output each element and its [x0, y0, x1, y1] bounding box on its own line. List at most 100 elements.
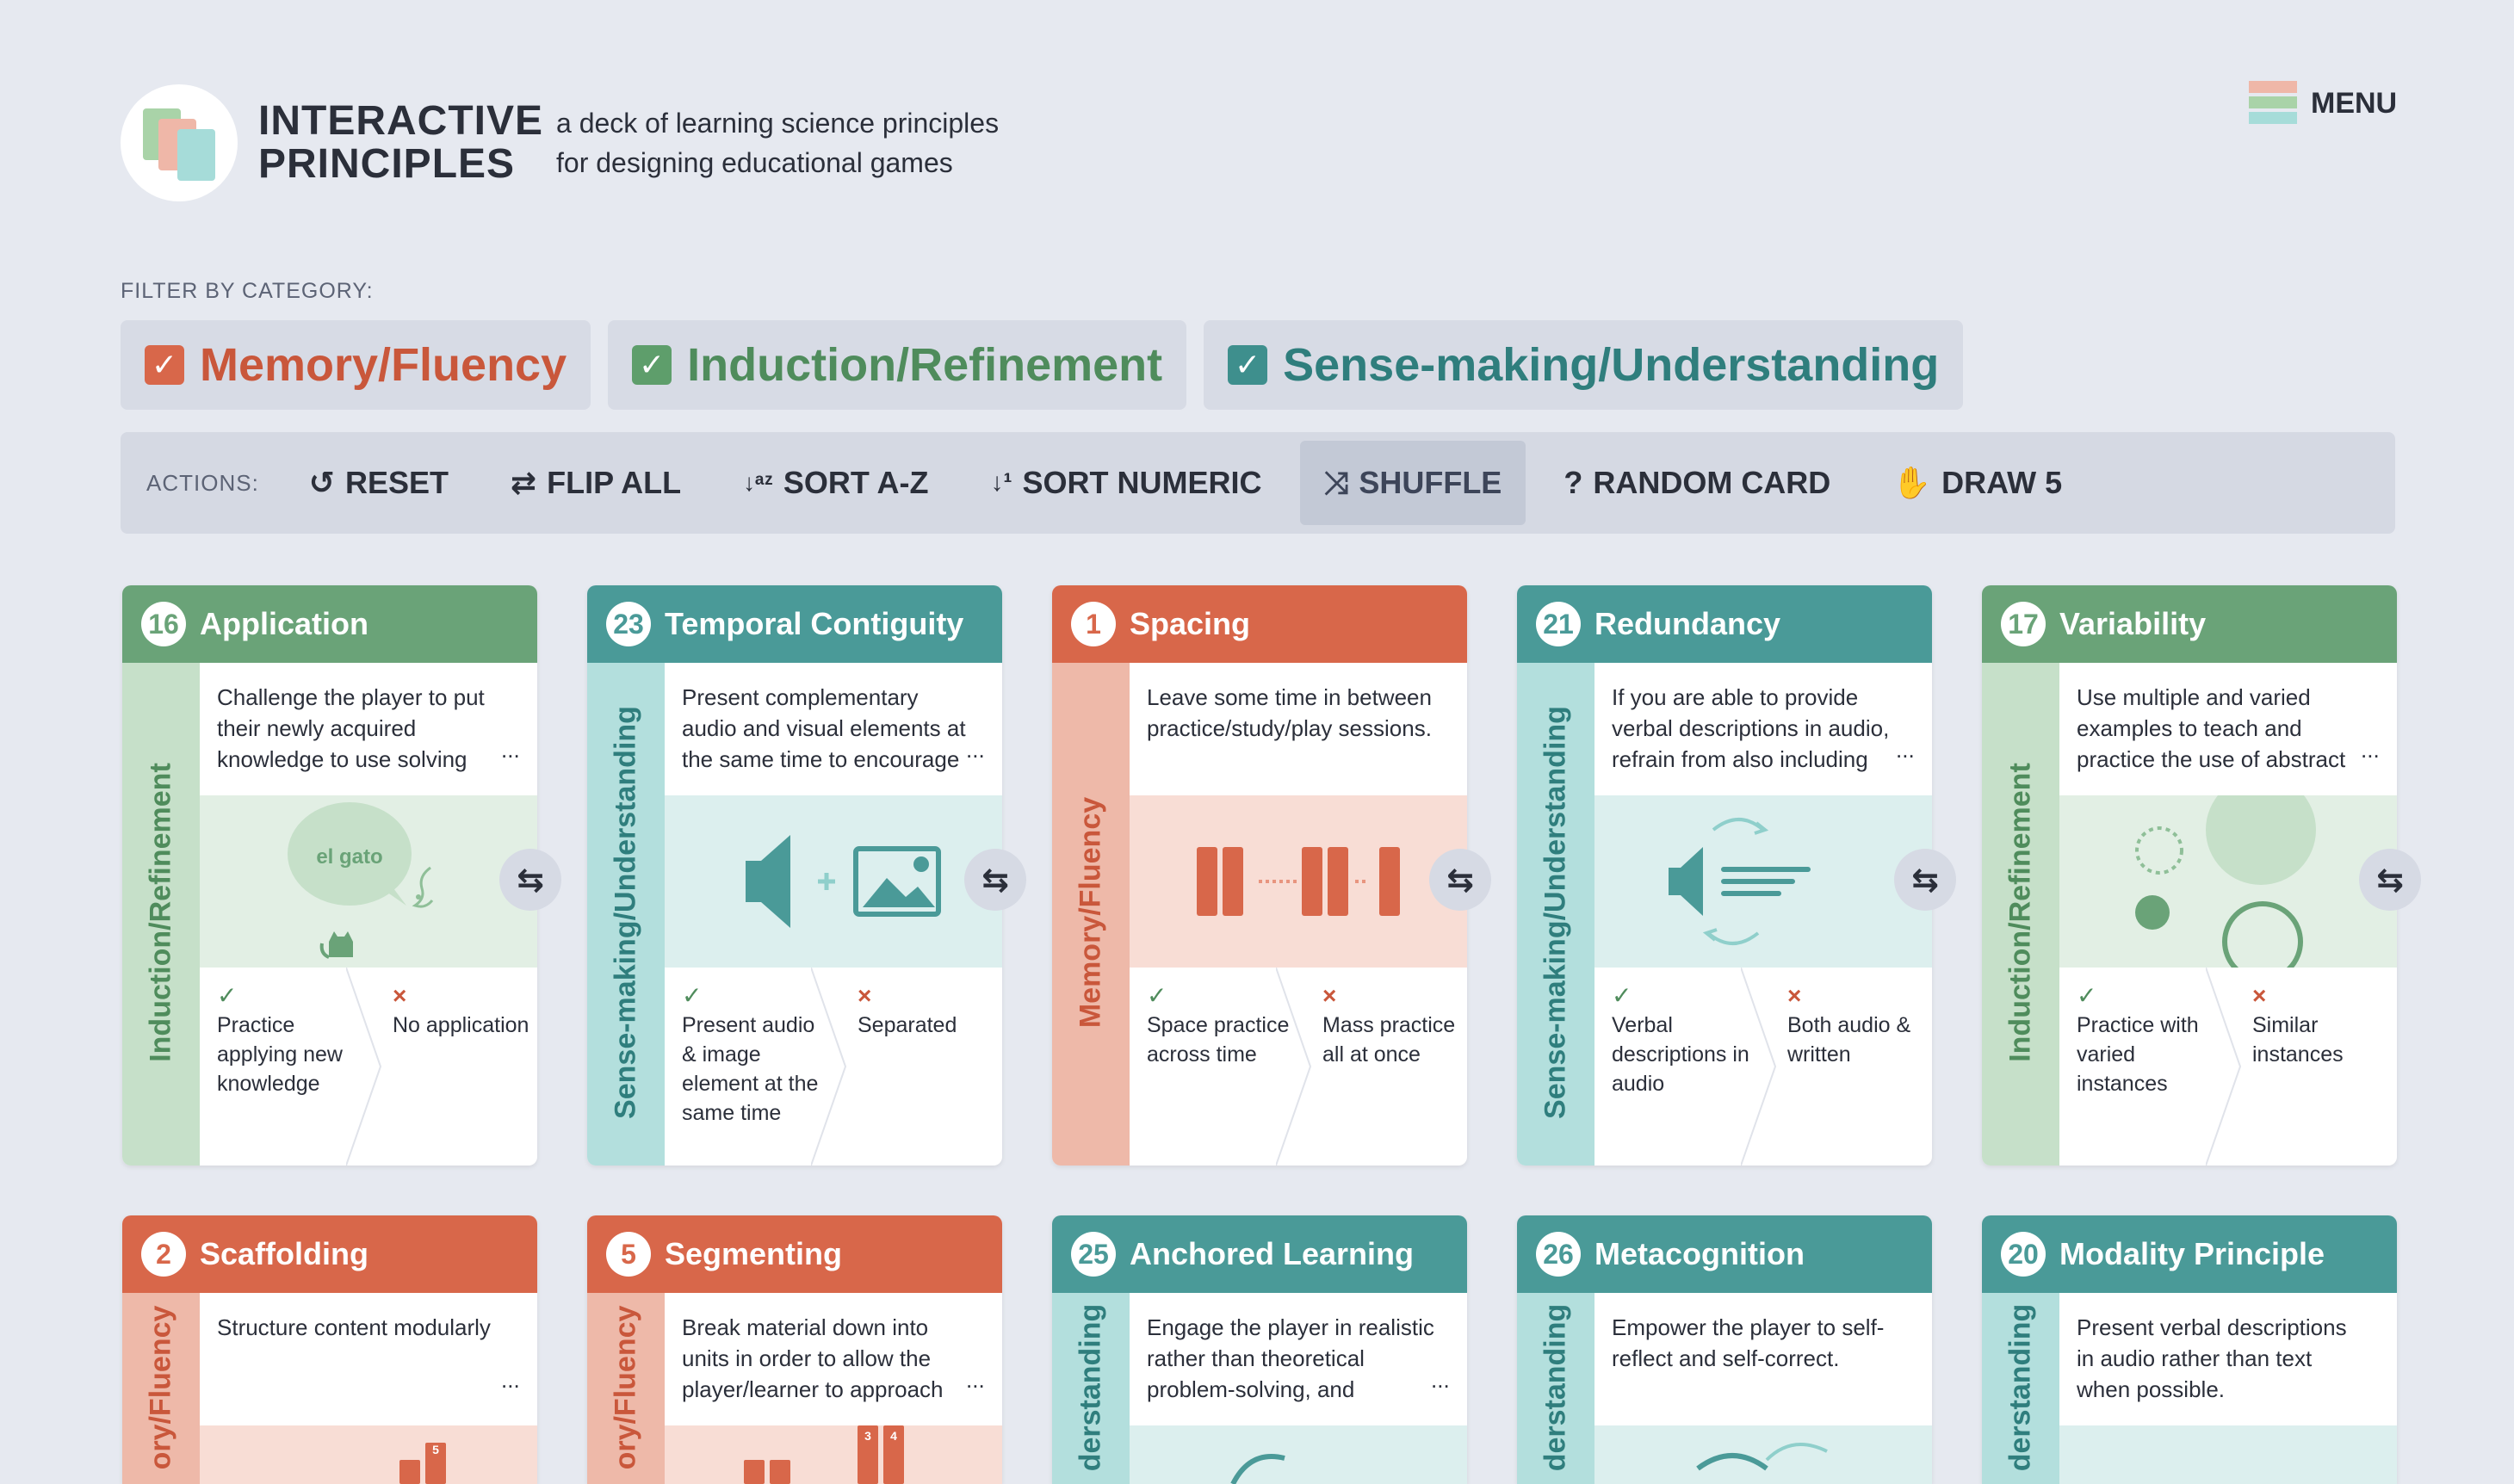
flip-card-icon[interactable]: ⇆ [1429, 849, 1491, 911]
filter-memory-fluency[interactable]: ✓ Memory/Fluency [121, 320, 591, 410]
card-category-strip: Induction/Refinement [1982, 663, 2059, 1166]
random-card-button[interactable]: ? RANDOM CARD [1539, 441, 1855, 525]
brand-title: INTERACTIVE PRINCIPLES [258, 100, 543, 186]
filter-label: Memory/Fluency [200, 339, 567, 391]
dont-column: × Mass practice all at once [1322, 983, 1460, 1069]
card-illustration [1130, 1425, 1467, 1484]
more-ellipsis[interactable]: ... [501, 737, 520, 763]
card-metacognition[interactable]: 26 Metacognition derstanding Empower the… [1517, 1215, 1932, 1484]
filter-group: ✓ Memory/Fluency ✓ Induction/Refinement … [121, 320, 1980, 410]
card-number: 20 [2001, 1232, 2046, 1277]
tagline-line-2: for designing educational games [556, 147, 953, 178]
hand-icon: ✋ [1892, 465, 1932, 500]
more-ellipsis[interactable]: ... [966, 737, 985, 763]
card-application[interactable]: 16 Application Induction/Refinement Chal… [122, 585, 537, 1166]
card-anchored-learning[interactable]: 25 Anchored Learning derstanding Engage … [1052, 1215, 1467, 1484]
filter-title: FILTER BY CATEGORY: [121, 279, 374, 303]
more-ellipsis[interactable]: ... [501, 1367, 520, 1393]
card-description: Use multiple and varied examples to teac… [2077, 684, 2346, 772]
logo[interactable]: INTERACTIVE PRINCIPLES [121, 84, 543, 201]
card-description: Challenge the player to put their newly … [217, 684, 485, 772]
flip-all-button[interactable]: ⇄ FLIP ALL [486, 441, 705, 525]
actions-bar: ACTIONS: ↺ RESET ⇄ FLIP ALL ↓ᵃᶻ SORT A-Z… [121, 432, 2395, 534]
do-column: ✓ Practice applying new knowledge [217, 983, 363, 1098]
card-scaffolding[interactable]: 2 Scaffolding ory/Fluency Structure cont… [122, 1215, 537, 1484]
card-variability[interactable]: 17 Variability Induction/Refinement Use … [1982, 585, 2397, 1166]
dont-text: Both audio & written [1787, 1013, 1911, 1067]
do-text: Verbal descriptions in audio [1612, 1013, 1749, 1096]
actions-title: ACTIONS: [146, 469, 259, 496]
checkbox-checked-icon[interactable]: ✓ [632, 345, 672, 385]
card-do-dont: ✓ Practice applying new knowledge × No a… [200, 968, 537, 1166]
dont-column: × Both audio & written [1787, 983, 1925, 1069]
card-header: 26 Metacognition [1517, 1215, 1932, 1293]
card-temporal-contiguity[interactable]: 23 Temporal Contiguity Sense-making/Unde… [587, 585, 1002, 1166]
filter-sense-making[interactable]: ✓ Sense-making/Understanding [1204, 320, 1964, 410]
card-description: Leave some time in between practice/stud… [1147, 684, 1432, 741]
brand-line-1: INTERACTIVE [258, 98, 544, 144]
card-description: Structure content modularly [217, 1314, 491, 1340]
card-category-strip: derstanding [1982, 1293, 2059, 1484]
card-category: derstanding [2003, 1303, 2037, 1472]
illustration-number: 4 [890, 1429, 897, 1443]
sort-numeric-button[interactable]: ↓¹ SORT NUMERIC [967, 441, 1286, 525]
illustration-number: 5 [432, 1443, 439, 1456]
card-title: Modality Principle [2059, 1236, 2325, 1271]
card-number: 5 [606, 1232, 651, 1277]
dont-column: × Similar instances [2252, 983, 2390, 1069]
more-ellipsis[interactable]: ... [2361, 737, 2380, 763]
check-icon: ✓ [682, 982, 703, 1009]
flip-card-icon[interactable]: ⇆ [964, 849, 1026, 911]
filter-induction-refinement[interactable]: ✓ Induction/Refinement [608, 320, 1187, 410]
draw-5-button[interactable]: ✋ DRAW 5 [1868, 441, 2086, 525]
card-title: Application [200, 606, 368, 641]
filter-label: Induction/Refinement [687, 339, 1163, 391]
card-category: Induction/Refinement [144, 763, 177, 1062]
card-redundancy[interactable]: 21 Redundancy Sense-making/Understanding… [1517, 585, 1932, 1166]
shuffle-label: SHUFFLE [1359, 465, 1502, 500]
illustration-word: el gato [316, 845, 383, 869]
draw-5-label: DRAW 5 [1941, 465, 2063, 500]
illustration-number: 3 [864, 1429, 871, 1443]
card-number: 21 [1536, 602, 1581, 646]
sort-az-button[interactable]: ↓ᵃᶻ SORT A-Z [719, 441, 952, 525]
card-category: Induction/Refinement [2003, 763, 2037, 1062]
card-illustration [2059, 1425, 2397, 1484]
more-ellipsis[interactable]: ... [1431, 1367, 1450, 1393]
card-category: ory/Fluency [144, 1305, 177, 1470]
do-text: Practice applying new knowledge [217, 1013, 343, 1096]
cross-icon: × [1322, 982, 1337, 1009]
flip-card-icon[interactable]: ⇆ [499, 849, 561, 911]
card-segmenting[interactable]: 5 Segmenting ory/Fluency Break material … [587, 1215, 1002, 1484]
reset-button[interactable]: ↺ RESET [285, 441, 473, 525]
card-number: 26 [1536, 1232, 1581, 1277]
checkbox-checked-icon[interactable]: ✓ [1228, 345, 1268, 385]
check-icon: ✓ [2077, 982, 2097, 1009]
card-illustration: 5 [200, 1425, 537, 1484]
card-title: Spacing [1130, 606, 1251, 641]
checkbox-checked-icon[interactable]: ✓ [145, 345, 184, 385]
flip-card-icon[interactable]: ⇆ [2359, 849, 2421, 911]
card-header: 25 Anchored Learning [1052, 1215, 1467, 1293]
more-ellipsis[interactable]: ... [1896, 737, 1915, 763]
dont-text: No application [393, 1013, 529, 1037]
cross-icon: × [1787, 982, 1802, 1009]
card-spacing[interactable]: 1 Spacing Memory/Fluency Leave some time… [1052, 585, 1467, 1166]
card-modality-principle[interactable]: 20 Modality Principle derstanding Presen… [1982, 1215, 2397, 1484]
card-header: 2 Scaffolding [122, 1215, 537, 1293]
card-category-strip: derstanding [1052, 1293, 1130, 1484]
dont-text: Mass practice all at once [1322, 1013, 1456, 1067]
card-title: Segmenting [665, 1236, 843, 1271]
more-ellipsis[interactable]: ... [966, 1367, 985, 1393]
card-category: Sense-making/Understanding [609, 706, 642, 1119]
cross-icon: × [2252, 982, 2267, 1009]
card-category: Memory/Fluency [1074, 796, 1107, 1029]
check-icon: ✓ [217, 982, 238, 1009]
card-illustration [1594, 1425, 1932, 1484]
card-category-strip: derstanding [1517, 1293, 1594, 1484]
menu-button[interactable]: MENU [2249, 79, 2397, 127]
flip-card-icon[interactable]: ⇆ [1894, 849, 1956, 911]
random-card-label: RANDOM CARD [1593, 465, 1831, 500]
shuffle-button[interactable]: ⤨ SHUFFLE [1299, 441, 1526, 525]
card-number: 16 [141, 602, 186, 646]
